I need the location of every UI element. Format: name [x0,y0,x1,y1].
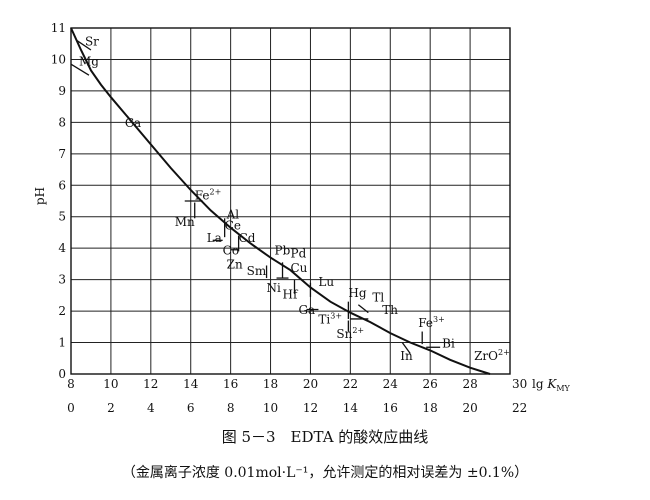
label-th: Th [382,303,398,317]
x2-tick-18: 18 [423,401,438,415]
x2-tick-0: 0 [67,401,75,415]
x2-tick-20: 20 [462,401,477,415]
label-fe-3plus: Fe3+ [418,315,445,330]
label-in: In [400,349,413,363]
y-tick-9: 9 [58,84,66,98]
label-sn-2plus: Sn2+ [336,326,364,341]
x2-tick-12: 12 [303,401,318,415]
label-sm: Sm [247,264,267,278]
label-ni: Ni [267,281,282,295]
label-ga: Ga [298,303,315,317]
label-mn: Mn [175,215,195,229]
figure-note: （金属离子浓度 0.01mol·L⁻¹，允许测定的相对误差为 ±0.1%） [121,465,529,481]
label-tl: Tl [372,291,384,305]
label-ce: Ce [225,218,241,232]
x-tick-28: 28 [462,377,477,391]
x-tick-14: 14 [183,377,199,391]
x-axis-label-sub: MY [556,384,570,393]
marker-1 [70,63,90,76]
x-tick-22: 22 [343,377,358,391]
y-tick-labels: 0 1 2 3 4 5 6 7 8 9 10 11 [51,21,67,381]
x-axis-end-tick: 30 [512,377,527,391]
plot-frame [70,27,511,375]
label-zn: Zn [227,258,243,272]
y-tick-8: 8 [58,115,66,129]
label-mg: Mg [79,55,99,69]
marker-0 [76,40,92,51]
metal-ion-markers [70,40,441,354]
x-tick-24: 24 [383,377,399,391]
y-tick-5: 5 [58,210,66,224]
x2-tick-16: 16 [383,401,398,415]
x2-tick-10: 10 [263,401,278,415]
y-tick-2: 2 [58,304,66,318]
axes [70,27,511,375]
label-hf: Hf [283,288,299,302]
label-sr: Sr [85,34,99,48]
label-cd: Cd [239,231,256,245]
x-axis-label-prefix: lg [532,377,547,391]
x-tick-labels: 8 10 12 14 16 18 20 22 24 26 28 [67,377,478,391]
label-la: La [207,231,222,245]
x-tick-18: 18 [263,377,278,391]
label-bi: Bi [442,336,455,350]
label-fe-2plus: Fe2+ [195,187,222,202]
x2-tick-2: 2 [107,401,115,415]
marker-20 [401,342,411,354]
label-ti-3plus: Ti3+ [318,312,342,327]
label-ca: Ca [125,116,141,130]
x2-axis-end-tick: 22 [512,401,527,415]
x-axis-label: lg KMY [532,377,571,393]
x2-tick-labels: 0 2 4 6 8 10 12 14 16 18 20 [67,401,478,415]
label-pb: Pb [275,243,291,257]
label-al: Al [226,207,240,221]
x2-tick-14: 14 [343,401,359,415]
figure-title: 图 5－3 EDTA 的酸效应曲线 [221,428,429,446]
label-hg: Hg [348,286,366,300]
y-tick-6: 6 [58,178,66,192]
y-tick-4: 4 [58,241,66,255]
y-tick-10: 10 [51,52,66,66]
x-tick-10: 10 [103,377,118,391]
x-tick-26: 26 [423,377,438,391]
y-tick-1: 1 [58,336,66,350]
x2-tick-6: 6 [187,401,195,415]
label-lu: Lu [318,275,334,289]
x2-tick-8: 8 [227,401,235,415]
x-tick-8: 8 [67,377,75,391]
marker-15 [357,304,369,314]
y-tick-7: 7 [58,147,66,161]
label-cu: Cu [291,261,308,275]
x-tick-20: 20 [303,377,318,391]
x-tick-16: 16 [223,377,238,391]
label-co: Co [223,243,239,257]
x-tick-12: 12 [143,377,158,391]
acid-effect-curve [70,27,491,375]
x-axis-label-main: K [546,377,557,391]
label-zro-2plus: ZrO2+ [474,348,510,363]
x2-tick-4: 4 [147,401,155,415]
y-tick-0: 0 [58,367,66,381]
y-axis-label: pH [33,187,47,205]
y-tick-11: 11 [51,21,66,35]
y-tick-3: 3 [58,273,66,287]
label-pd: Pd [291,247,307,261]
